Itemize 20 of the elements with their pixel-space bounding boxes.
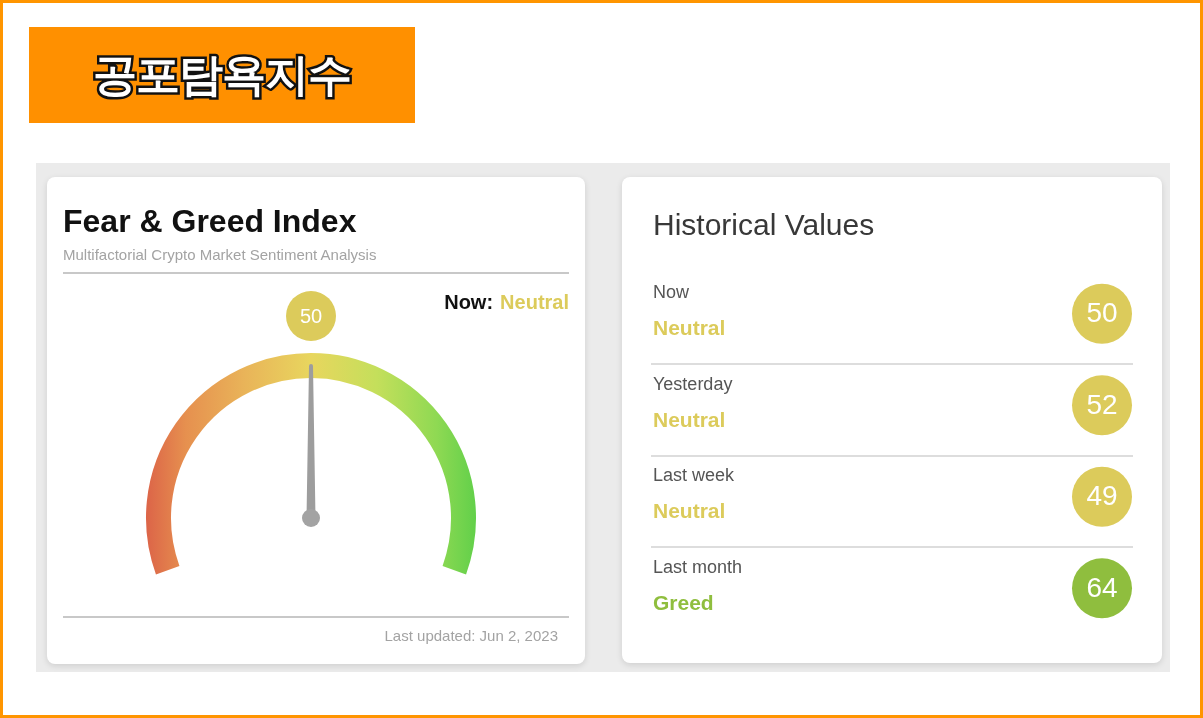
text: Last month [653,555,743,578]
text: Neutral [653,315,726,341]
data-label: 52 [1086,388,1118,420]
data-label: 49 [1086,480,1118,512]
text: Fear & Greed Index [63,202,357,240]
text: Now [653,281,690,303]
text: Multifactorial Crypto Market Sentiment Analysis [63,246,377,264]
data-label: 50 [299,304,323,327]
text: Neutral [653,498,726,524]
text: 공포탐욕지수 [93,49,351,101]
text: Greed [653,589,714,616]
data-label: 64 [1086,571,1118,603]
text: Last updated: Jun 2, 2023 [383,627,558,645]
text: Historical Values [653,207,875,243]
text: Now: [444,291,494,313]
text: Neutral [653,406,726,433]
text: Yesterday [653,372,733,395]
data-label: 50 [1086,297,1118,329]
text: Last week [653,464,735,486]
text: Neutral [500,291,569,313]
